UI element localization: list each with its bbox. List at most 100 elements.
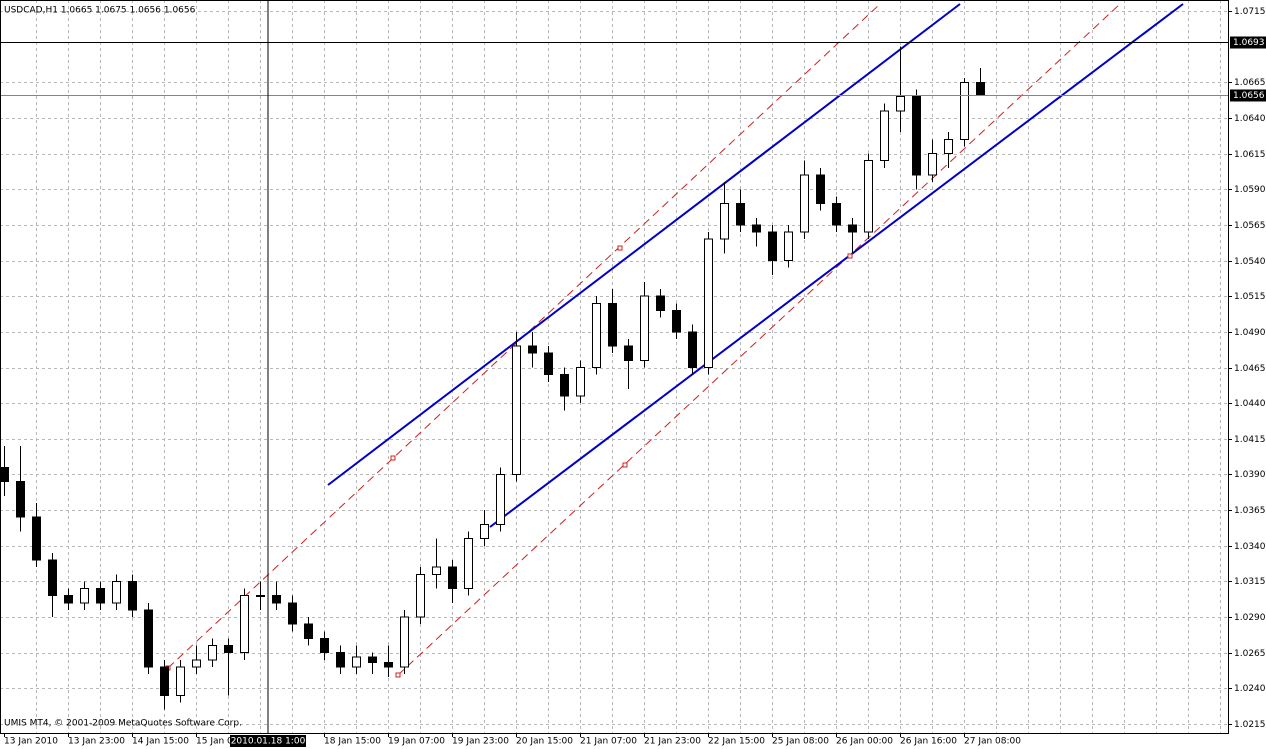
y-tick-label: 1.0665 [1234, 78, 1266, 88]
candle-body [912, 96, 921, 176]
x-tick-label: 15 Jan 07:00 [196, 737, 253, 747]
candle-body [32, 516, 41, 561]
candle-body [0, 466, 9, 483]
anchor [622, 462, 628, 468]
y-tick-label: 1.0515 [1234, 292, 1266, 302]
y-tick-label: 1.0490 [1234, 328, 1266, 338]
candle-body [752, 224, 761, 233]
candles [0, 46, 985, 710]
candle-body [656, 295, 665, 311]
candle-body [224, 645, 233, 654]
candle-body [848, 224, 857, 233]
candle-body [208, 645, 217, 661]
candle-body [512, 345, 521, 475]
horizontal-grid [0, 11, 1228, 725]
candle-body [16, 481, 25, 518]
candle-body [496, 473, 505, 525]
anchor [847, 253, 853, 259]
x-tick-label: 21 Jan 07:00 [580, 737, 637, 747]
y-tick-label: 1.0265 [1234, 649, 1266, 659]
candle-body [368, 656, 377, 664]
candle-body [144, 609, 153, 668]
y-tick-label: 1.0365 [1234, 506, 1266, 516]
candle-body [272, 595, 281, 604]
candle-body [608, 302, 617, 347]
candle-body [576, 367, 585, 397]
time-axis: 13 Jan 2010 13 Jan 23:00 14 Jan 15:00 15 Ja… [4, 733, 1021, 747]
y-tick-label: 1.0415 [1234, 435, 1266, 445]
candle-body [112, 580, 121, 604]
price-label: 1.0693 [1233, 38, 1265, 48]
x-tick-label: 19 Jan 23:00 [452, 737, 509, 747]
candle-body [592, 302, 601, 368]
x-tick-label: 26 Jan 16:00 [900, 737, 957, 747]
x-tick-label: 21 Jan 23:00 [644, 737, 701, 747]
candle-body [640, 295, 649, 361]
candle-body [384, 662, 393, 668]
candle-body [720, 203, 729, 240]
candle-body [768, 231, 777, 262]
candle-body [960, 81, 969, 140]
y-tick-label: 1.0390 [1234, 470, 1266, 480]
x-tick-label: 19 Jan 07:00 [388, 737, 445, 747]
candle-body [944, 138, 953, 155]
y-tick-label: 1.0565 [1234, 221, 1266, 231]
candle-body [192, 659, 201, 668]
candle-body [672, 309, 681, 333]
x-tick-label: 14 Jan 15:00 [132, 737, 189, 747]
y-tick-label: 1.0715 [1234, 7, 1266, 17]
crosshair-label-box [230, 735, 306, 747]
candle-body [784, 231, 793, 262]
candle-body [624, 345, 633, 361]
y-tick-label: 1.0540 [1234, 257, 1266, 267]
y-tick-label: 1.0440 [1234, 399, 1266, 409]
chart-title: USDCAD,H1 1.0665 1.0675 1.0656 1.0656 [4, 6, 196, 16]
candle-body [96, 588, 105, 604]
candle-body [976, 81, 985, 96]
y-tick-label: 1.0290 [1234, 613, 1266, 623]
y-tick-label: 1.0615 [1234, 150, 1266, 160]
candle-body [704, 238, 713, 368]
y-tick-label: 1.0590 [1234, 185, 1266, 195]
x-tick-label: 22 Jan 15:00 [708, 737, 765, 747]
candle-body [256, 595, 265, 598]
candle-body [64, 595, 73, 604]
x-tick-label: 27 Jan 08:00 [964, 737, 1021, 747]
candle-body [288, 602, 297, 625]
anchor [395, 672, 401, 678]
candle-body [544, 352, 553, 376]
y-tick-label: 1.0240 [1234, 684, 1266, 694]
price-lines [0, 42, 1228, 96]
candle-body [800, 174, 809, 233]
x-tick-label: 26 Jan 00:00 [836, 737, 893, 747]
candle-body [416, 573, 425, 618]
candle-body [400, 616, 409, 668]
price-label-box [1230, 36, 1266, 49]
candle-body [816, 174, 825, 205]
candle-body [336, 652, 345, 668]
blue-channel-line [489, 3, 1184, 528]
candle-body [864, 160, 873, 233]
x-tick-label: 13 Jan 2010 [4, 737, 58, 747]
candle-body [832, 203, 841, 226]
candle-body [896, 96, 905, 112]
candle-body [80, 588, 89, 604]
x-tick-label: 20 Jan 15:00 [516, 737, 573, 747]
crosshair-label: 2010.01.18 1:00 [231, 737, 306, 747]
y-tick-label: 1.0315 [1234, 577, 1266, 587]
blue-channel-line [327, 3, 961, 486]
price-axis: 1.0215 1.0240 1.0265 1.0290 1.0315 1.0340 1.03… [1228, 7, 1266, 730]
channel-objects [165, 3, 1184, 678]
candle-body [160, 666, 169, 696]
candle-body [480, 523, 489, 540]
red-dashed-line [397, 3, 1121, 676]
candle-body [176, 666, 185, 696]
anchor [617, 245, 623, 251]
candle-body [688, 331, 697, 369]
candle-body [560, 374, 569, 397]
footer: UMIS MT4, © 2001-2009 MetaQuotes Softwar… [4, 719, 242, 729]
candle-body [880, 110, 889, 162]
candle-body [352, 656, 361, 668]
x-tick-label: 18 Jan 15:00 [324, 737, 381, 747]
